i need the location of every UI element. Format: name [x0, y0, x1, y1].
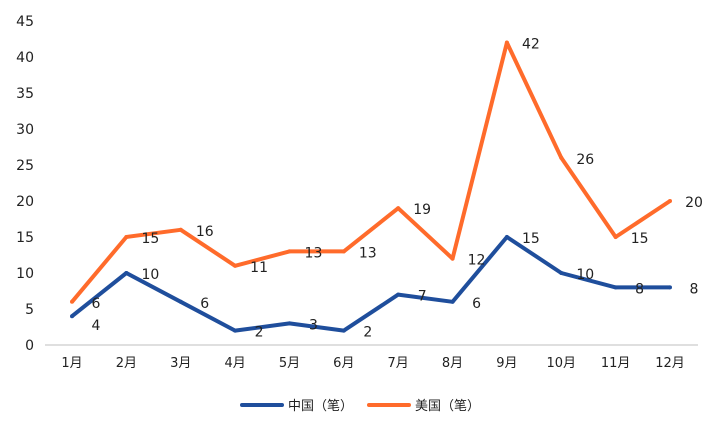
x-tick-label: 12月 [655, 356, 685, 371]
x-tick-label: 5月 [279, 356, 300, 371]
data-point [178, 227, 183, 232]
x-tick-label: 4月 [224, 356, 245, 371]
data-label: 19 [413, 202, 431, 218]
data-point [450, 299, 455, 304]
data-point [70, 314, 74, 319]
data-point [613, 285, 618, 290]
data-label: 13 [359, 245, 377, 261]
legend-item-china[interactable]: 中国（笔） [239, 395, 353, 414]
data-label: 10 [141, 267, 159, 283]
data-point [178, 299, 183, 304]
series-line-0 [70, 235, 670, 333]
y-tick-label: 40 [16, 50, 34, 66]
data-label: 8 [635, 281, 644, 297]
data-point [287, 249, 292, 254]
y-tick-label: 30 [16, 122, 34, 138]
data-label: 15 [631, 231, 649, 247]
data-point [233, 328, 238, 333]
data-label: 8 [690, 281, 699, 297]
x-tick-label: 1月 [61, 356, 82, 371]
x-tick-label: 2月 [116, 356, 137, 371]
data-point [668, 285, 672, 290]
data-point [396, 206, 401, 211]
data-label: 2 [255, 325, 264, 341]
data-label: 13 [305, 245, 323, 261]
data-label: 10 [576, 267, 594, 283]
data-label: 6 [200, 296, 209, 312]
data-point [70, 299, 74, 304]
y-tick-label: 35 [16, 86, 34, 102]
y-tick-label: 5 [25, 302, 34, 318]
data-label: 16 [196, 224, 214, 240]
data-label: 26 [576, 152, 594, 168]
y-tick-label: 20 [16, 194, 34, 210]
data-label: 6 [92, 296, 101, 312]
data-point [450, 256, 455, 261]
x-tick-label: 9月 [496, 356, 517, 371]
y-tick-label: 10 [16, 266, 34, 282]
x-tick-label: 6月 [333, 356, 354, 371]
data-label: 15 [522, 231, 540, 247]
data-label: 7 [418, 289, 427, 305]
data-label: 2 [363, 325, 372, 341]
data-point [668, 199, 672, 203]
data-label: 11 [250, 260, 268, 276]
data-point [233, 263, 238, 268]
data-label: 3 [309, 317, 318, 333]
data-point [341, 249, 346, 254]
data-point [504, 235, 509, 239]
legend-label-china: 中国（笔） [287, 399, 353, 414]
data-point [124, 235, 129, 239]
x-tick-label: 8月 [442, 356, 463, 371]
data-point [287, 321, 292, 326]
data-label: 42 [522, 37, 540, 53]
data-label: 15 [141, 231, 159, 247]
x-tick-label: 7月 [388, 356, 409, 371]
data-label: 4 [92, 318, 101, 334]
data-point [504, 40, 509, 45]
data-point [341, 328, 346, 333]
data-label: 6 [472, 296, 481, 312]
data-point [559, 155, 564, 160]
x-tick-label: 11月 [601, 356, 631, 371]
data-point [613, 235, 618, 239]
legend-item-usa[interactable]: 美国（笔） [367, 395, 480, 414]
x-tick-label: 10月 [546, 356, 576, 371]
y-tick-label: 25 [16, 158, 34, 174]
data-point [559, 271, 564, 275]
data-point [124, 271, 129, 275]
legend-swatch-china [239, 402, 284, 407]
data-label: 20 [685, 195, 703, 211]
series-line-1 [70, 40, 672, 304]
y-tick-label: 45 [16, 14, 34, 30]
legend-swatch-usa [367, 402, 411, 407]
legend-label-usa: 美国（笔） [415, 399, 481, 414]
legend: 中国（笔） 美国（笔） [0, 395, 720, 414]
data-label: 12 [468, 253, 486, 269]
line-chart: 0 5 10 15 20 25 30 35 40 45 1月 2月 3月 4月 5月 6月 7月 8月 9月 10月 1… [16, 14, 703, 371]
x-tick-label: 3月 [170, 356, 191, 371]
y-tick-label: 0 [25, 338, 34, 354]
data-point [396, 292, 401, 297]
y-tick-label: 15 [16, 230, 34, 246]
